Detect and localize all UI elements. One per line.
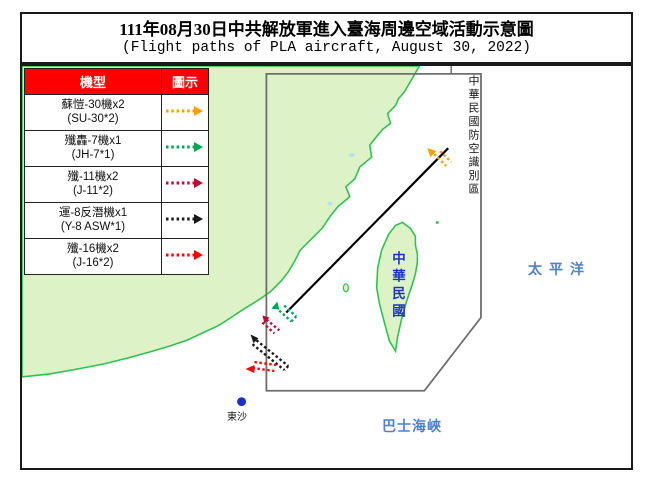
legend-header-type: 機型 [24, 68, 162, 95]
j16-flight-path [245, 360, 277, 373]
aircraft-name-zh: 殲-16機x2 [67, 243, 119, 256]
adiz-label: 中華民國防空識別區 [467, 75, 479, 197]
aircraft-name-zh: 蘇愷-30機x2 [61, 99, 125, 112]
map-area: 機型 圖示 蘇愷-30機x2 (SU-30*2) 殲轟-7機x1 [20, 64, 633, 470]
median-line [285, 147, 449, 314]
aircraft-name-zh: 殲-11機x2 [67, 171, 119, 184]
aircraft-name-zh: 殲轟-7機x1 [64, 135, 122, 148]
lake-speck [348, 153, 355, 158]
taiwan-island [375, 221, 419, 354]
flight-path-arrow-icon [166, 141, 203, 152]
small-island [435, 220, 439, 224]
aircraft-name-en: (J-16*2) [72, 256, 114, 269]
lake-speck [327, 201, 333, 206]
title-box: 111年08月30日中共解放軍進入臺海周邊空域活動示意圖 (Flight pat… [20, 12, 633, 64]
flight-path-arrow-icon [166, 177, 203, 188]
taiwan-label: 中華民國 [390, 251, 405, 321]
title-chinese: 111年08月30日中共解放軍進入臺海周邊空域活動示意圖 [119, 19, 534, 39]
bashi-channel-label: 巴士海峽 [382, 420, 442, 435]
legend-row-y8: 運-8反潛機x1 (Y-8 ASW*1) [24, 202, 209, 239]
legend-table: 機型 圖示 蘇愷-30機x2 (SU-30*2) 殲轟-7機x1 [24, 68, 209, 275]
aircraft-name-zh: 運-8反潛機x1 [58, 207, 128, 220]
title-english: (Flight paths of PLA aircraft, August 30… [122, 39, 531, 56]
aircraft-name-en: (JH-7*1) [71, 148, 115, 161]
aircraft-name-en: (Y-8 ASW*1) [60, 220, 126, 233]
aircraft-name-en: (J-11*2) [72, 184, 114, 197]
adiz-boundary [265, 73, 482, 392]
penghu-island [342, 283, 349, 293]
legend-header-symbol: 圖示 [161, 68, 209, 95]
legend-row-jh7: 殲轟-7機x1 (JH-7*1) [24, 130, 209, 167]
legend-row-j11: 殲-11機x2 (J-11*2) [24, 166, 209, 203]
flight-path-arrow-icon [166, 213, 203, 224]
y8-flight-path [250, 334, 290, 371]
pacific-ocean-label: 太平洋 [528, 263, 591, 278]
legend-row-su30: 蘇愷-30機x2 (SU-30*2) [24, 94, 209, 131]
dongsha-dot [237, 397, 247, 407]
legend-row-j16: 殲-16機x2 (J-16*2) [24, 238, 209, 275]
dongsha-label: 東沙 [227, 412, 247, 423]
jh7-flight-path [271, 301, 298, 323]
flight-path-arrow-icon [166, 105, 203, 116]
flight-path-arrow-icon [166, 249, 203, 260]
j11-flight-path [261, 315, 281, 335]
aircraft-name-en: (SU-30*2) [67, 112, 119, 125]
